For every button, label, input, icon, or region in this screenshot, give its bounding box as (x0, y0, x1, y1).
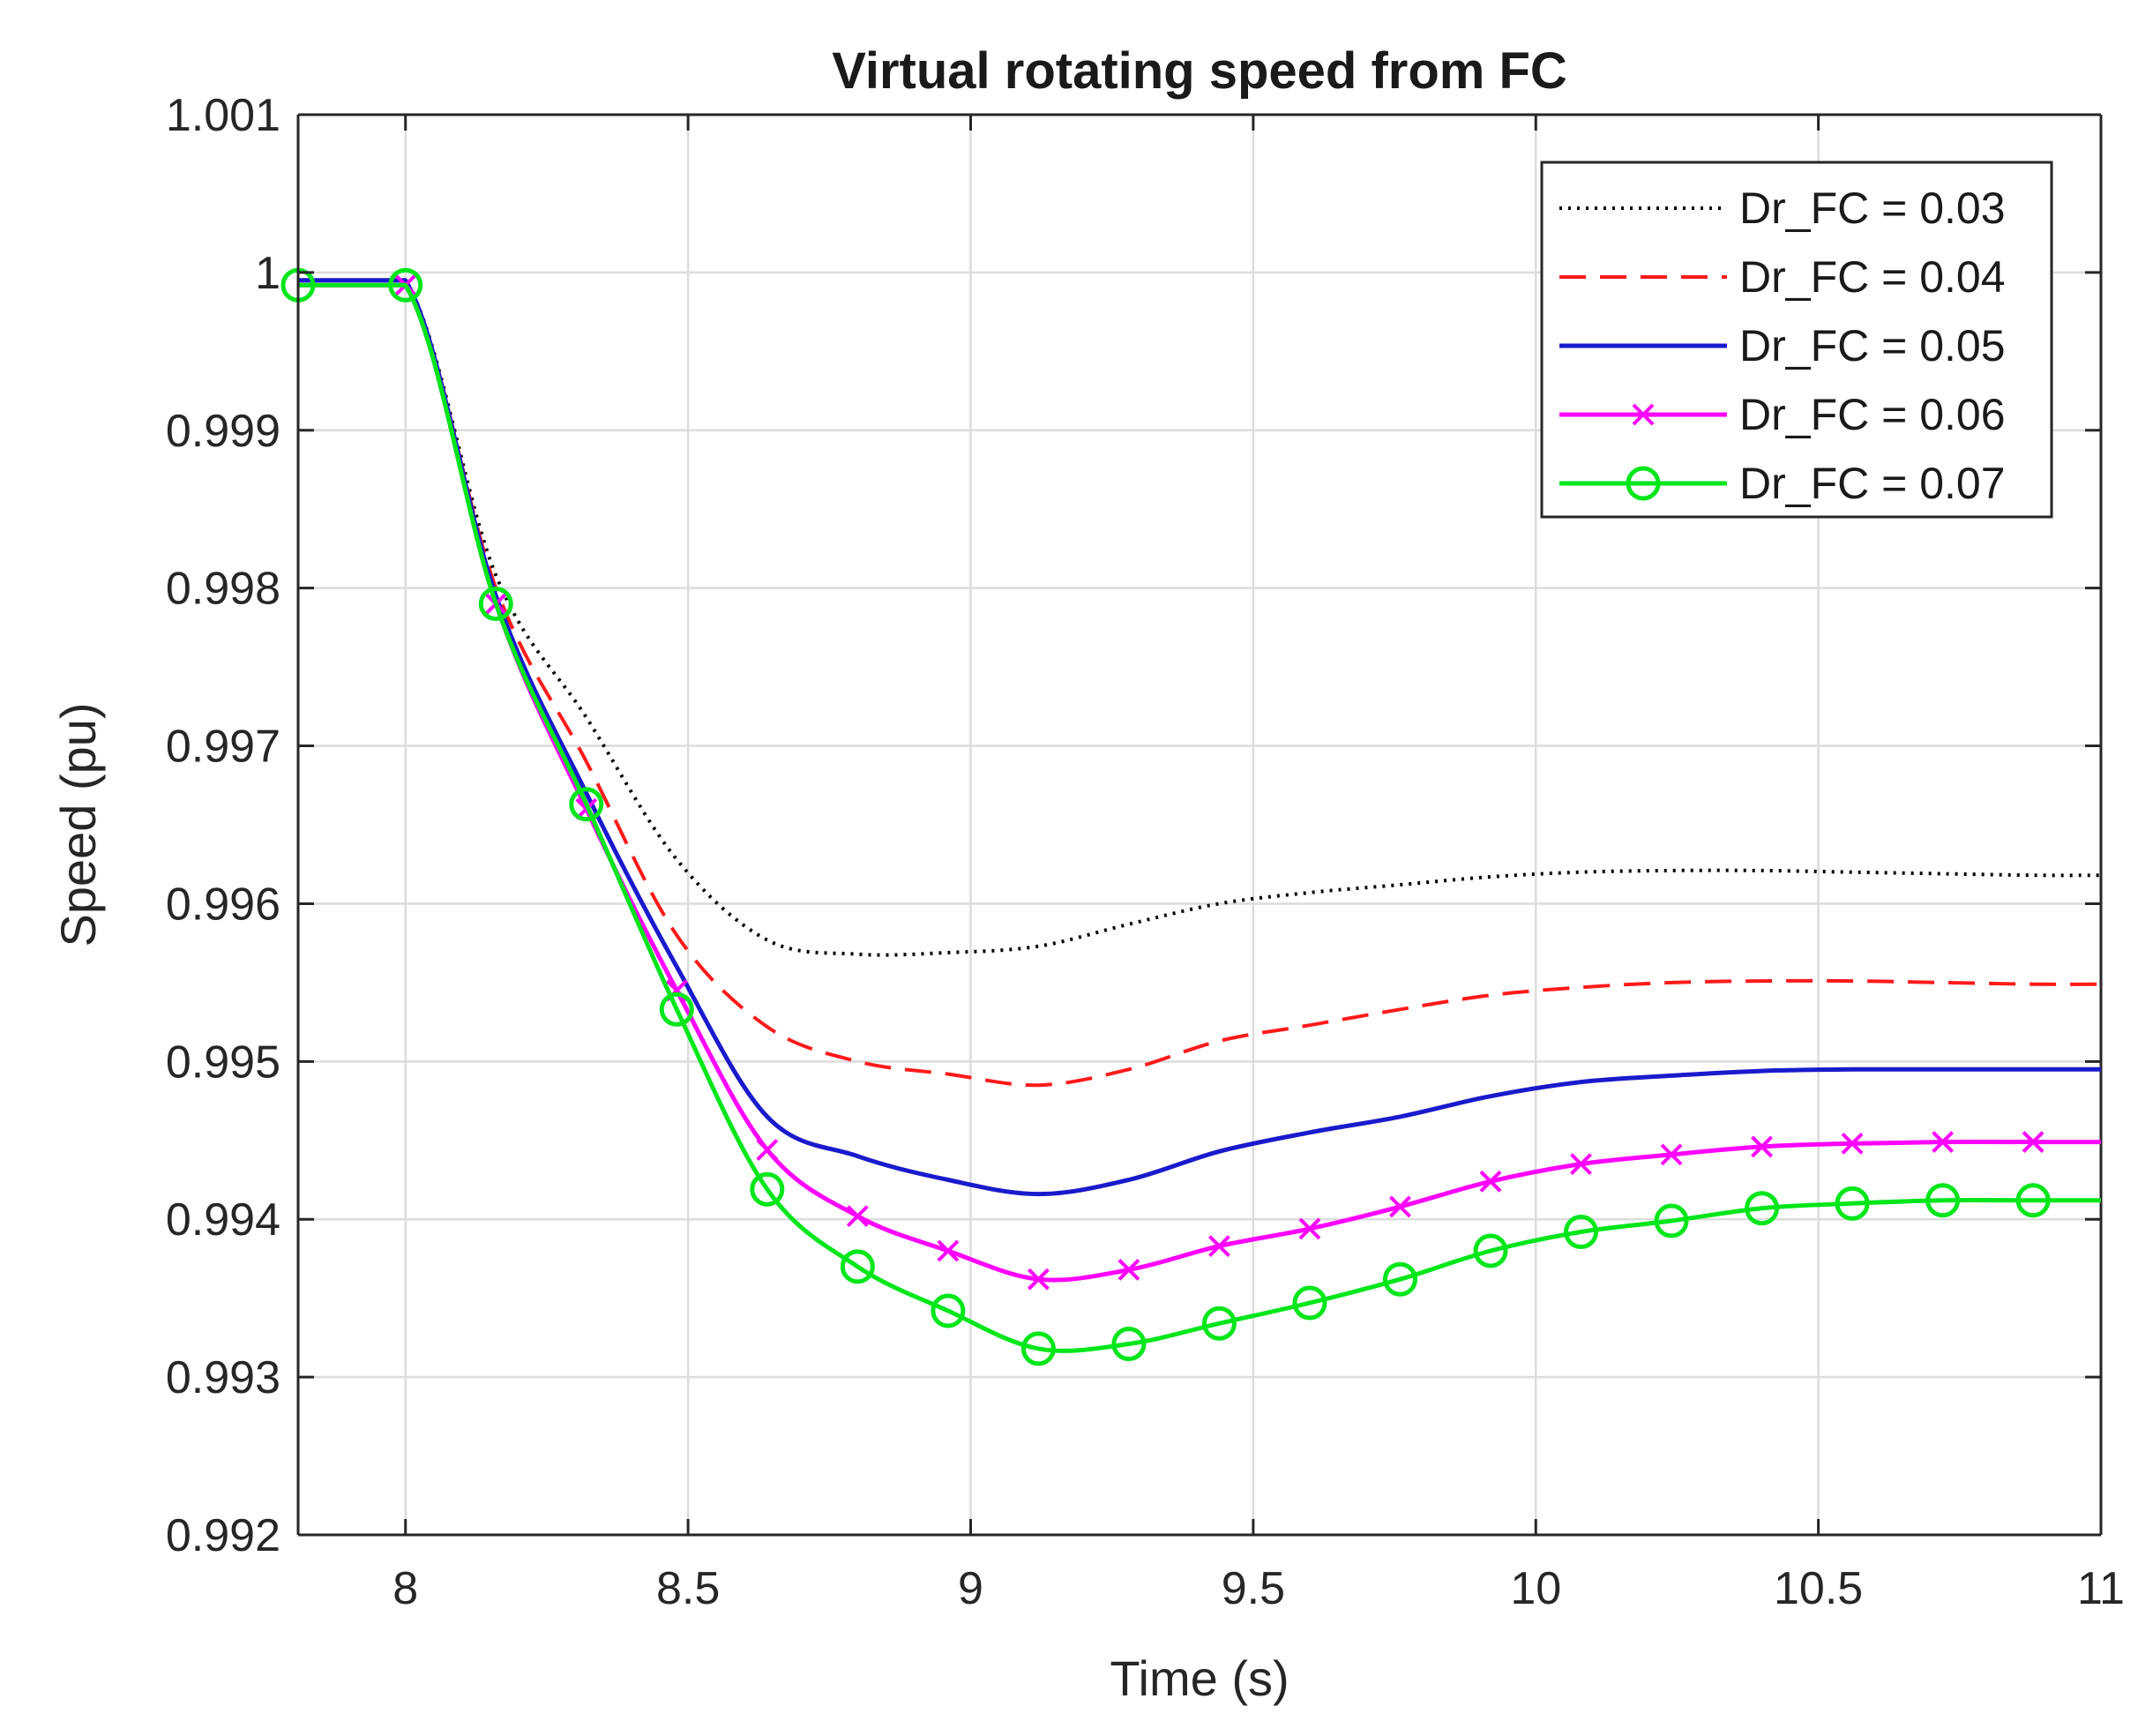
data-point-marker (659, 991, 694, 1027)
data-point-marker (1751, 1135, 1773, 1158)
y-tick-label: 0.995 (166, 1036, 280, 1088)
data-point-marker (1473, 1233, 1508, 1268)
data-point-marker (2022, 1131, 2045, 1153)
data-point-marker (1835, 1186, 1870, 1221)
data-point-marker (1564, 1215, 1599, 1250)
data-point-marker (1570, 1153, 1592, 1176)
y-ticks: 0.992 0.993 0.994 0.995 0.996 0.997 0.998 0.999… (166, 90, 2101, 1561)
legend-label: Dr_FC = 0.05 (1739, 321, 2006, 370)
y-tick-label: 0.994 (166, 1194, 280, 1246)
data-point-marker (1389, 1195, 1411, 1218)
series-3 (298, 278, 2101, 1197)
data-point-marker (1382, 1261, 1417, 1297)
series-line (298, 282, 2101, 1353)
legend-label: Dr_FC = 0.04 (1739, 252, 2006, 302)
data-point-marker (2015, 1183, 2051, 1218)
x-axis-label: Time (s) (1110, 1650, 1289, 1706)
x-tick-label: 9.5 (1222, 1563, 1285, 1614)
axes (296, 115, 2101, 1537)
data-point-marker (937, 1239, 960, 1262)
legend-item: Dr_FC = 0.07 (1559, 459, 2006, 508)
y-axis-label: Speed (pu) (50, 702, 106, 947)
x-tick-label: 11 (2077, 1563, 2125, 1614)
series-line (298, 278, 2102, 957)
y-tick-label: 1 (255, 248, 280, 299)
data-point-marker (1654, 1203, 1689, 1238)
series-1 (298, 278, 2102, 957)
data-point-marker (931, 1293, 966, 1328)
legend-item: Dr_FC = 0.03 (1559, 183, 2006, 233)
series-line (298, 278, 2101, 1197)
series-2 (298, 278, 2102, 1088)
data-point-marker (1298, 1217, 1321, 1240)
legend-label: Dr_FC = 0.07 (1739, 459, 2006, 508)
y-tick-label: 0.996 (166, 879, 280, 930)
data-point-marker (1027, 1268, 1050, 1291)
data-point-marker (478, 587, 513, 622)
x-tick-label: 9 (958, 1563, 983, 1614)
data-point-marker (569, 787, 604, 822)
legend-item: Dr_FC = 0.04 (1559, 252, 2006, 302)
series-line (298, 278, 2102, 1088)
data-point-marker (1111, 1327, 1147, 1362)
series-5 (280, 267, 2101, 1366)
data-point-marker (1292, 1285, 1327, 1321)
data-point-marker (1020, 1331, 1056, 1366)
legend: Dr_FC = 0.03 Dr_FC = 0.04 Dr_FC = 0.05 Dr_F… (1540, 161, 2053, 519)
legend-label: Dr_FC = 0.06 (1739, 390, 2006, 439)
data-point-marker (1118, 1259, 1140, 1281)
legend-box (1540, 161, 2053, 519)
data-point-marker (1841, 1132, 1864, 1155)
legend-item: Dr_FC = 0.06 (1559, 390, 2006, 439)
y-tick-label: 0.993 (166, 1352, 280, 1403)
data-point-marker (1208, 1235, 1230, 1258)
data-point-marker (1745, 1191, 1780, 1226)
x-tick-label: 8 (392, 1563, 418, 1614)
y-tick-label: 0.999 (166, 406, 280, 457)
data-point-marker (750, 1171, 785, 1207)
data-point-marker (846, 1205, 869, 1228)
x-tick-label: 10 (1510, 1563, 1561, 1614)
y-tick-label: 0.997 (166, 722, 280, 773)
data-point-marker (1660, 1143, 1683, 1166)
legend-item: Dr_FC = 0.05 (1559, 321, 2006, 370)
legend-marker (1626, 466, 1661, 501)
x-tick-label: 10.5 (1774, 1563, 1863, 1614)
legend-label: Dr_FC = 0.03 (1739, 183, 2006, 233)
data-point-marker (840, 1249, 875, 1284)
x-ticks: 8 8.5 9 9.5 10 10.5 11 (392, 115, 2125, 1614)
legend-marker (1632, 403, 1655, 426)
chart-title: Virtual rotating speed from FC (832, 42, 1567, 100)
series-layer (280, 267, 2102, 1366)
y-tick-label: 1.001 (166, 90, 280, 141)
x-tick-label: 8.5 (656, 1563, 720, 1614)
y-tick-label: 0.998 (166, 564, 280, 615)
data-point-marker (1201, 1306, 1237, 1341)
data-point-marker (388, 267, 423, 303)
data-point-marker (1925, 1183, 1961, 1218)
y-tick-label: 0.992 (166, 1510, 280, 1561)
data-point-marker (1479, 1170, 1502, 1193)
data-point-marker (1932, 1131, 1955, 1153)
data-point-marker (756, 1139, 779, 1161)
